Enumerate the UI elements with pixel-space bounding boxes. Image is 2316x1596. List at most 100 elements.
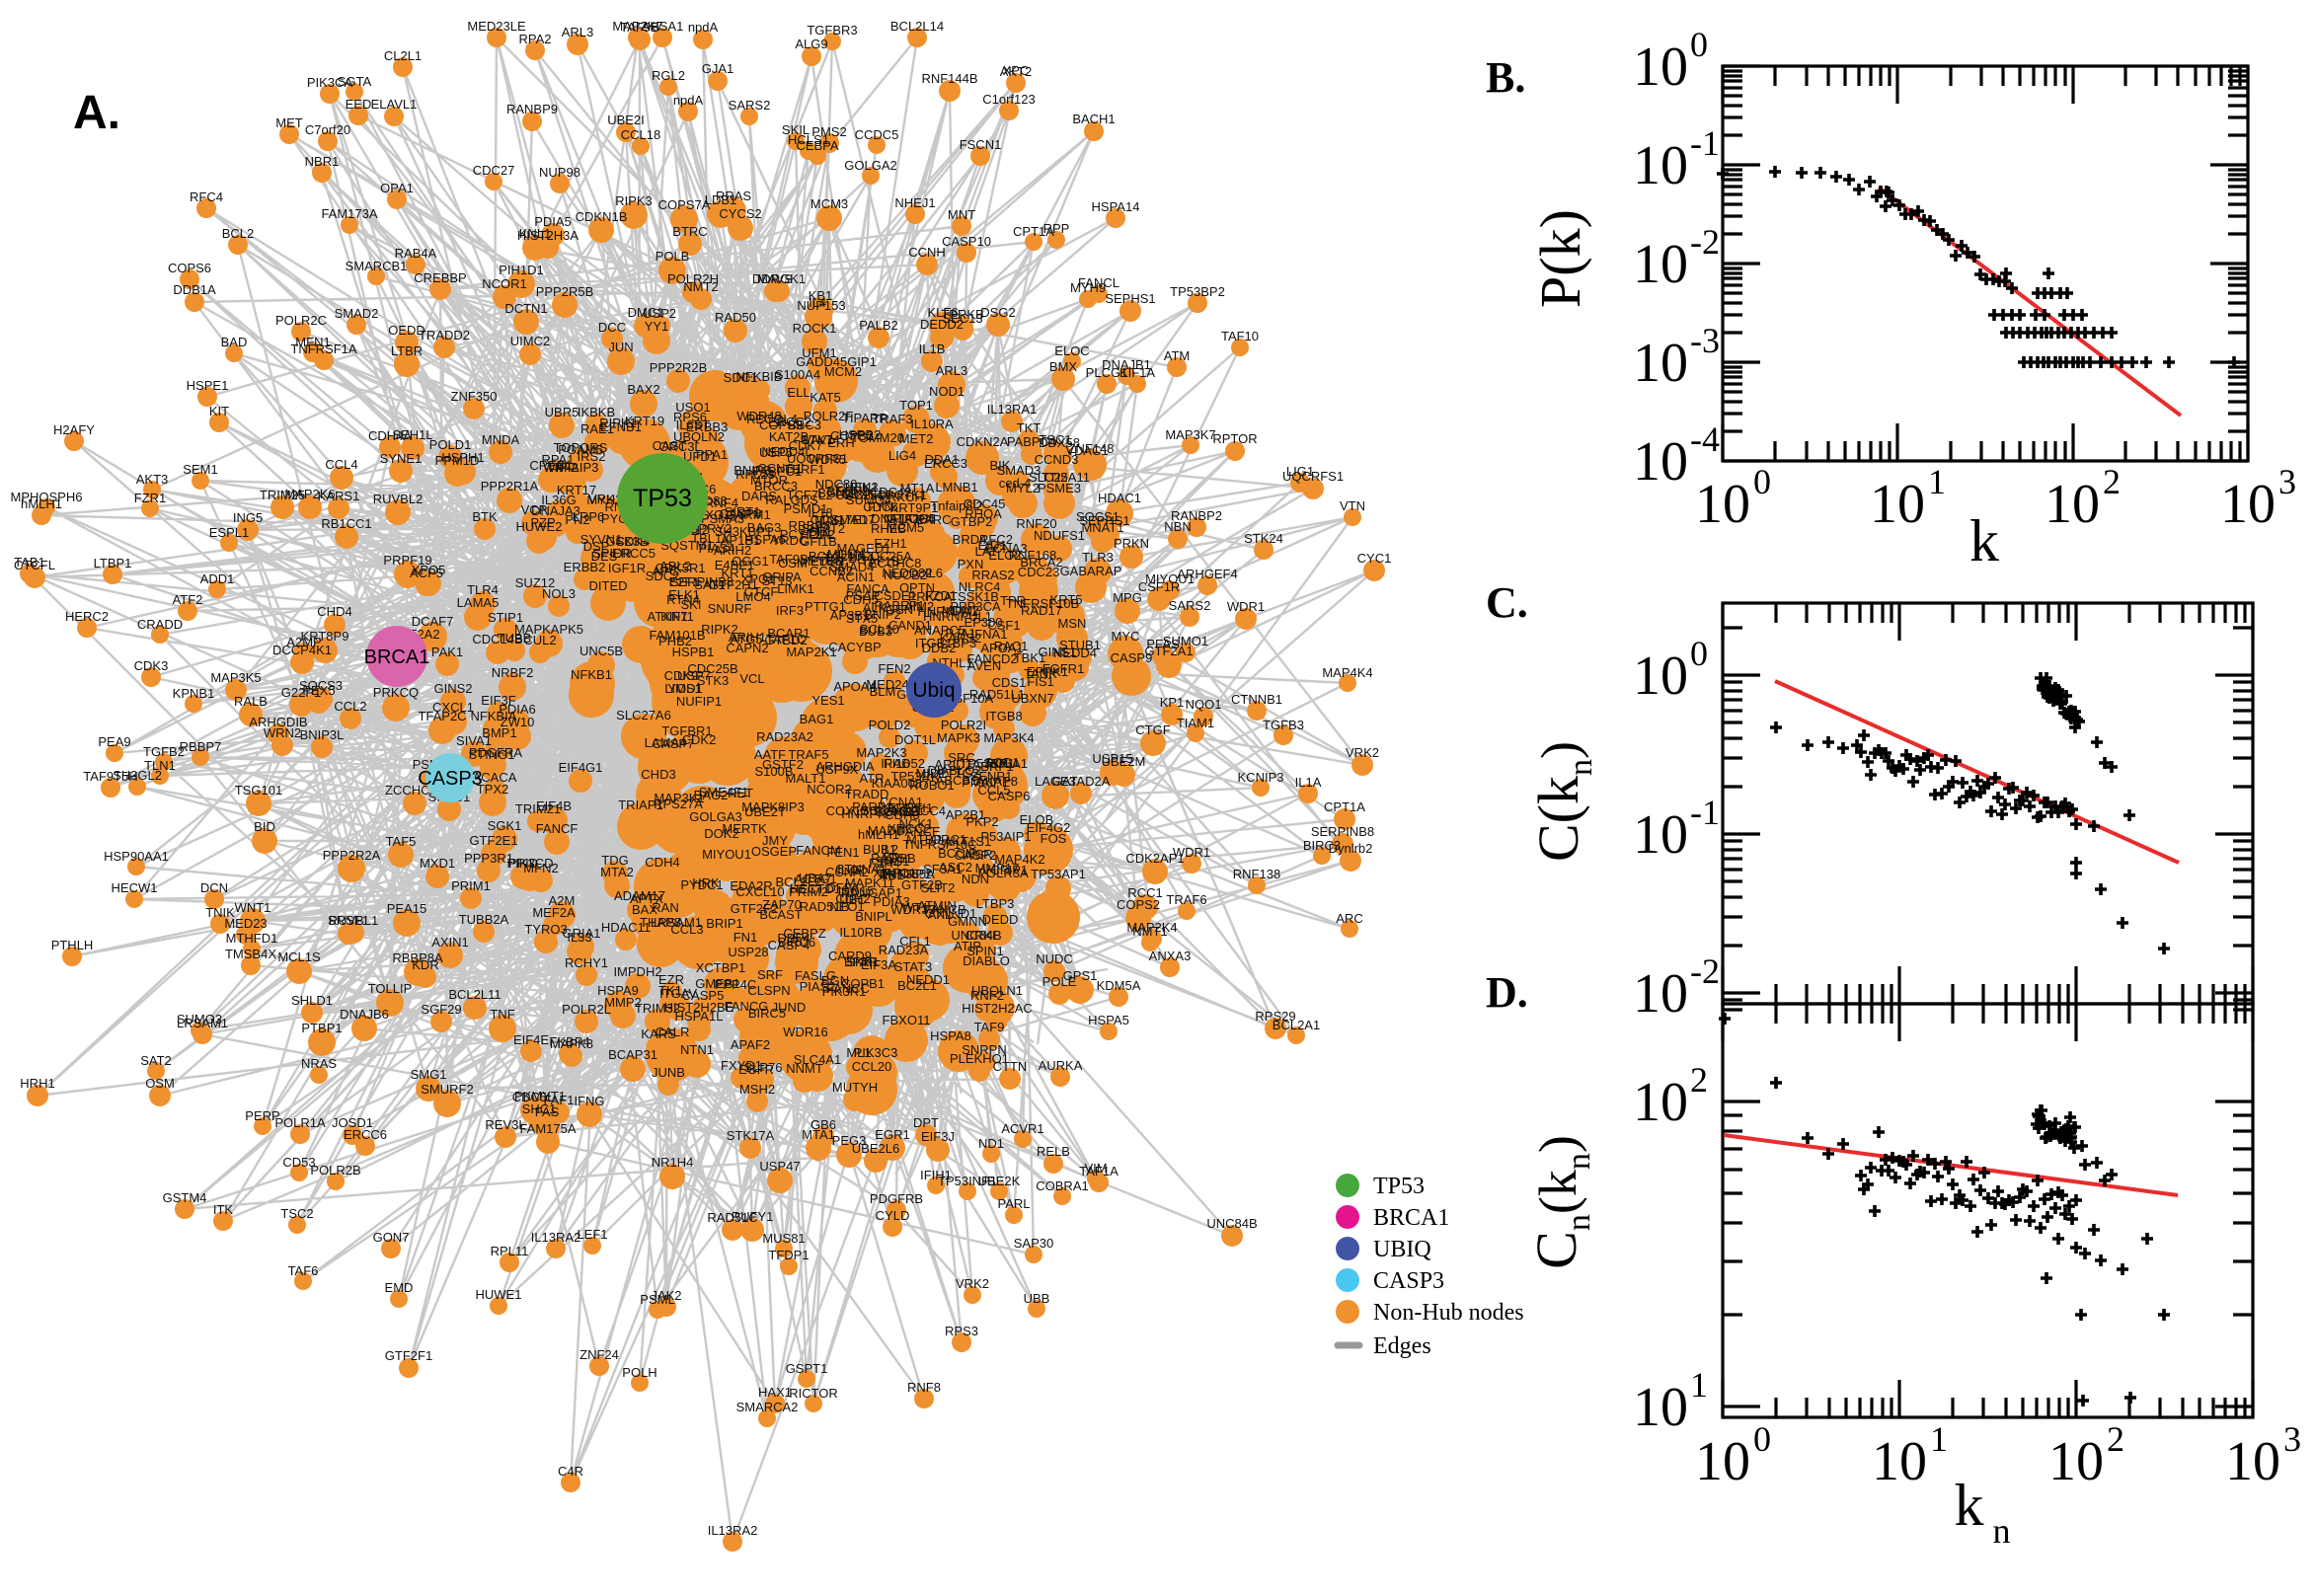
svg-text:COX17: COX17 [826, 803, 869, 818]
svg-text:DNAJA1: DNAJA1 [871, 511, 920, 526]
svg-text:MYC: MYC [1112, 629, 1140, 644]
svg-text:REV3L: REV3L [485, 1117, 525, 1132]
svg-text:USP28: USP28 [728, 945, 768, 959]
svg-text:TAF5: TAF5 [386, 834, 417, 849]
svg-text:AXIN1: AXIN1 [431, 935, 469, 950]
svg-text:ARC: ARC [1336, 911, 1362, 926]
svg-text:COPS3: COPS3 [759, 418, 803, 432]
svg-text:GSK3B: GSK3B [605, 534, 648, 549]
svg-text:SARS2: SARS2 [1169, 598, 1211, 613]
svg-text:EIF4G2: EIF4G2 [1027, 820, 1071, 835]
svg-text:MAP3K1: MAP3K1 [654, 791, 704, 805]
svg-text:AATF: AATF [754, 747, 786, 762]
svg-text:RNF20: RNF20 [1016, 516, 1056, 531]
svg-text:1: 1 [1690, 1365, 1708, 1405]
svg-text:FN1: FN1 [733, 930, 758, 945]
svg-text:GINS1: GINS1 [1038, 645, 1076, 659]
svg-text:PLEKHO1: PLEKHO1 [950, 1051, 1009, 1066]
svg-text:GON7: GON7 [373, 1230, 410, 1245]
svg-text:CDC45: CDC45 [964, 496, 1006, 511]
svg-text:HSPA1L: HSPA1L [675, 1009, 724, 1024]
svg-text:SKI: SKI [681, 597, 702, 612]
svg-text:UBE2T: UBE2T [744, 804, 786, 819]
svg-text:TSC1: TSC1 [1039, 432, 1071, 447]
svg-text:OPA1: OPA1 [380, 181, 414, 195]
svg-text:EIF4E: EIF4E [513, 1032, 549, 1047]
svg-text:PIH1D1: PIH1D1 [499, 263, 544, 277]
svg-text:COPS7A: COPS7A [658, 197, 711, 212]
svg-text:EED: EED [346, 97, 372, 112]
svg-text:XCTBP1: XCTBP1 [696, 960, 746, 975]
svg-text:CTGF: CTGF [1135, 722, 1170, 737]
svg-text:ACP5: ACP5 [410, 566, 443, 580]
svg-text:KB1: KB1 [809, 288, 833, 303]
svg-text:PARL: PARL [998, 1196, 1031, 1211]
svg-text:OSM: OSM [145, 1076, 175, 1091]
svg-text:FAS: FAS [535, 1104, 560, 1119]
svg-text:PEA9: PEA9 [98, 734, 130, 749]
svg-text:TAF9: TAF9 [974, 1020, 1005, 1034]
svg-text:BC2L1: BC2L1 [897, 978, 937, 993]
svg-text:CDC42: CDC42 [870, 485, 912, 499]
svg-text:E2F1: E2F1 [668, 574, 699, 589]
svg-text:TSC2: TSC2 [280, 1206, 313, 1221]
svg-text:WDR16: WDR16 [783, 1025, 828, 1039]
svg-text:FSCN1: FSCN1 [960, 137, 1002, 152]
svg-text:BCL2A1: BCL2A1 [1273, 1018, 1320, 1032]
svg-text:DNAJB1: DNAJB1 [1102, 357, 1151, 372]
svg-text:APOA1: APOA1 [980, 641, 1023, 655]
svg-text:DOK2: DOK2 [704, 826, 738, 841]
svg-text:FEN1: FEN1 [826, 845, 859, 860]
svg-text:RPS3: RPS3 [945, 1324, 978, 1338]
svg-text:FAM173A: FAM173A [321, 206, 377, 221]
svg-text:10: 10 [1633, 646, 1688, 707]
svg-text:A.: A. [73, 87, 120, 139]
svg-text:BLM: BLM [870, 684, 896, 699]
svg-text:BAG3: BAG3 [747, 520, 782, 535]
svg-text:NDN: NDN [962, 872, 989, 886]
svg-text:CCND3: CCND3 [1035, 452, 1079, 467]
svg-text:MID1: MID1 [915, 766, 946, 781]
svg-text:KP1: KP1 [1160, 695, 1185, 710]
svg-text:C7orf20: C7orf20 [305, 122, 350, 137]
svg-text:E4BP1: E4BP1 [715, 558, 754, 572]
svg-text:FAF1: FAF1 [543, 1093, 574, 1107]
svg-text:PEX5: PEX5 [302, 683, 335, 698]
svg-text:HSPH1: HSPH1 [441, 450, 484, 465]
svg-text:UNC84B: UNC84B [951, 928, 1001, 943]
svg-text:LIG1: LIG1 [1286, 464, 1314, 479]
svg-text:HDAC11: HDAC11 [601, 920, 651, 935]
svg-text:PRKN: PRKN [1114, 536, 1149, 551]
svg-text:GOLGA2: GOLGA2 [844, 158, 896, 173]
svg-text:IL10RB: IL10RB [839, 925, 882, 940]
svg-text:MPHOSPH6: MPHOSPH6 [11, 490, 83, 504]
svg-text:XRCC4: XRCC4 [902, 803, 946, 818]
svg-text:PPP2R5B: PPP2R5B [536, 284, 594, 299]
svg-text:CASP8: CASP8 [720, 506, 762, 521]
svg-text:SEPHS1: SEPHS1 [1105, 291, 1155, 306]
svg-text:-1: -1 [1690, 793, 1720, 832]
svg-text:GMNN: GMNN [948, 914, 987, 929]
svg-text:CSF1R: CSF1R [1138, 579, 1181, 594]
svg-text:GADD45GIP1: GADD45GIP1 [796, 354, 877, 369]
svg-text:BMP1: BMP1 [482, 725, 516, 740]
svg-text:PDGFRA: PDGFRA [469, 745, 523, 760]
svg-text:MEF2A: MEF2A [532, 905, 576, 920]
svg-text:PPM1D: PPM1D [435, 453, 480, 468]
svg-text:UBA7: UBA7 [799, 871, 832, 885]
svg-text:NFKBIA: NFKBIA [471, 709, 517, 723]
svg-text:PEG3: PEG3 [832, 1133, 867, 1148]
svg-text:KIF11: KIF11 [660, 609, 694, 624]
svg-text:GFI1B: GFI1B [800, 534, 837, 549]
svg-text:STING1: STING1 [469, 747, 515, 762]
svg-text:XPC: XPC [1003, 63, 1030, 78]
svg-text:SMG1: SMG1 [411, 1067, 447, 1082]
svg-text:VDAC1: VDAC1 [1065, 443, 1108, 458]
svg-text:RCC1: RCC1 [1127, 885, 1162, 900]
svg-text:ARHGDIA: ARHGDIA [815, 759, 875, 774]
svg-text:WDR33: WDR33 [890, 902, 936, 917]
svg-text:MAP3K5: MAP3K5 [210, 670, 261, 685]
svg-text:OPTN: OPTN [899, 580, 935, 595]
svg-text:SPIDR: SPIDR [592, 546, 632, 561]
svg-text:GABARAP: GABARAP [1060, 564, 1122, 578]
